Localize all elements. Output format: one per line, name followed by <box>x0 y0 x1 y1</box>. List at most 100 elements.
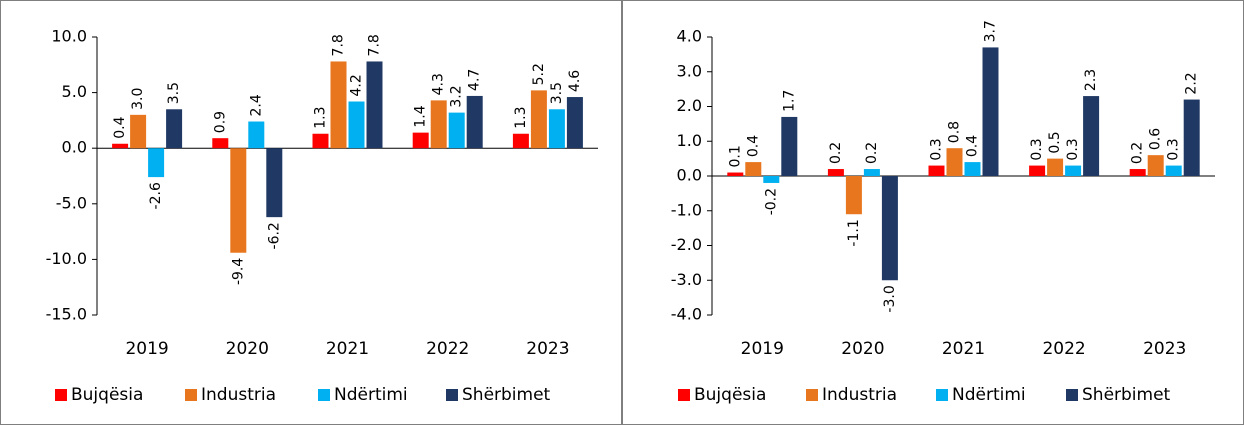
bar <box>863 169 880 176</box>
bar <box>781 116 798 176</box>
x-tick-label: 2023 <box>1143 339 1186 359</box>
y-tick-label: -3.0 <box>671 270 702 289</box>
y-tick-label: 5.0 <box>62 82 87 101</box>
legend-label: Industria <box>822 385 897 405</box>
y-tick-label: -1.0 <box>671 200 702 219</box>
bar <box>964 162 981 176</box>
y-tick-label: -10.0 <box>46 249 87 268</box>
bar <box>212 138 229 149</box>
legend-label: Industria <box>201 385 276 405</box>
bar <box>1083 96 1100 176</box>
value-label: 0.4 <box>745 135 761 157</box>
bar <box>827 169 844 176</box>
value-label: 1.7 <box>781 90 797 112</box>
bar <box>727 172 744 176</box>
legend-swatch <box>55 389 67 401</box>
legend-swatch <box>318 389 330 401</box>
legend-label: Shërbimet <box>1082 385 1171 405</box>
bar <box>466 95 483 149</box>
value-label: 0.3 <box>1166 138 1182 160</box>
value-label: 4.7 <box>467 69 483 91</box>
legend-label: Shërbimet <box>462 385 551 405</box>
x-tick-label: 2021 <box>942 339 985 359</box>
value-label: 0.2 <box>864 142 880 164</box>
y-tick-label: 1.0 <box>677 131 702 150</box>
bar <box>312 133 329 149</box>
bar <box>548 109 565 149</box>
value-label: -0.2 <box>763 188 779 215</box>
value-label: 1.3 <box>313 106 329 128</box>
bar <box>1065 165 1082 176</box>
value-label: 0.8 <box>947 121 963 143</box>
bar <box>412 132 429 149</box>
bar <box>881 176 898 281</box>
bar <box>230 148 247 253</box>
bar <box>248 121 265 149</box>
value-label: 4.2 <box>349 74 365 96</box>
value-label: -9.4 <box>230 258 246 285</box>
legend-swatch <box>1066 389 1078 401</box>
bar <box>330 61 347 149</box>
value-label: 3.7 <box>983 20 999 42</box>
value-label: 0.2 <box>1130 142 1146 164</box>
value-label: 0.4 <box>112 116 128 138</box>
value-label: 3.0 <box>130 88 146 110</box>
bar <box>1029 165 1046 176</box>
bar <box>530 90 547 149</box>
y-tick-label: 10.0 <box>51 27 87 46</box>
x-tick-label: 2023 <box>526 339 569 359</box>
bar <box>130 114 147 149</box>
value-label: 1.4 <box>413 105 429 127</box>
value-label: 0.2 <box>828 142 844 164</box>
y-tick-label: -15.0 <box>46 305 87 324</box>
value-label: 2.2 <box>1184 72 1200 94</box>
legend-swatch <box>936 389 948 401</box>
y-tick-label: -5.0 <box>56 193 87 212</box>
bar <box>430 100 447 149</box>
y-tick-label: 0.0 <box>62 138 87 157</box>
value-label: 4.6 <box>567 70 583 92</box>
legend-label: Ndërtimi <box>952 385 1026 405</box>
x-tick-label: 2022 <box>1042 339 1085 359</box>
value-label: 0.9 <box>212 111 228 133</box>
bar <box>1183 99 1200 176</box>
bar <box>148 148 165 178</box>
value-label: 0.5 <box>1047 131 1063 153</box>
value-label: 7.8 <box>331 34 347 56</box>
legend-swatch <box>185 389 197 401</box>
bar <box>745 162 762 176</box>
bar <box>348 101 365 149</box>
value-label: 0.3 <box>1065 138 1081 160</box>
bar <box>946 148 963 176</box>
bar <box>512 133 529 149</box>
value-label: 4.3 <box>431 73 447 95</box>
value-label: -3.0 <box>882 285 898 312</box>
value-label: 1.3 <box>513 106 529 128</box>
y-tick-label: 4.0 <box>677 27 702 46</box>
bar <box>366 61 383 149</box>
x-tick-label: 2020 <box>841 339 884 359</box>
legend-swatch <box>806 389 818 401</box>
value-label: -2.6 <box>148 182 164 209</box>
bar <box>928 165 945 176</box>
value-label: 3.5 <box>549 82 565 104</box>
value-label: 2.4 <box>248 94 264 116</box>
y-tick-label: 0.0 <box>677 166 702 185</box>
value-label: 3.2 <box>449 85 465 107</box>
x-tick-label: 2020 <box>226 339 269 359</box>
value-label: 5.2 <box>531 63 547 85</box>
bar <box>1165 165 1182 176</box>
value-label: 0.4 <box>965 135 981 157</box>
x-tick-label: 2019 <box>125 339 168 359</box>
bar <box>112 143 129 149</box>
bar <box>1047 158 1064 176</box>
x-tick-label: 2019 <box>741 339 784 359</box>
value-label: -6.2 <box>266 222 282 249</box>
legend-label: Bujqësia <box>71 385 143 405</box>
bar <box>982 47 999 176</box>
value-label: 0.1 <box>727 145 743 167</box>
legend-swatch <box>678 389 690 401</box>
panel-border <box>622 0 1244 425</box>
bar <box>1147 155 1164 176</box>
value-label: 7.8 <box>367 34 383 56</box>
